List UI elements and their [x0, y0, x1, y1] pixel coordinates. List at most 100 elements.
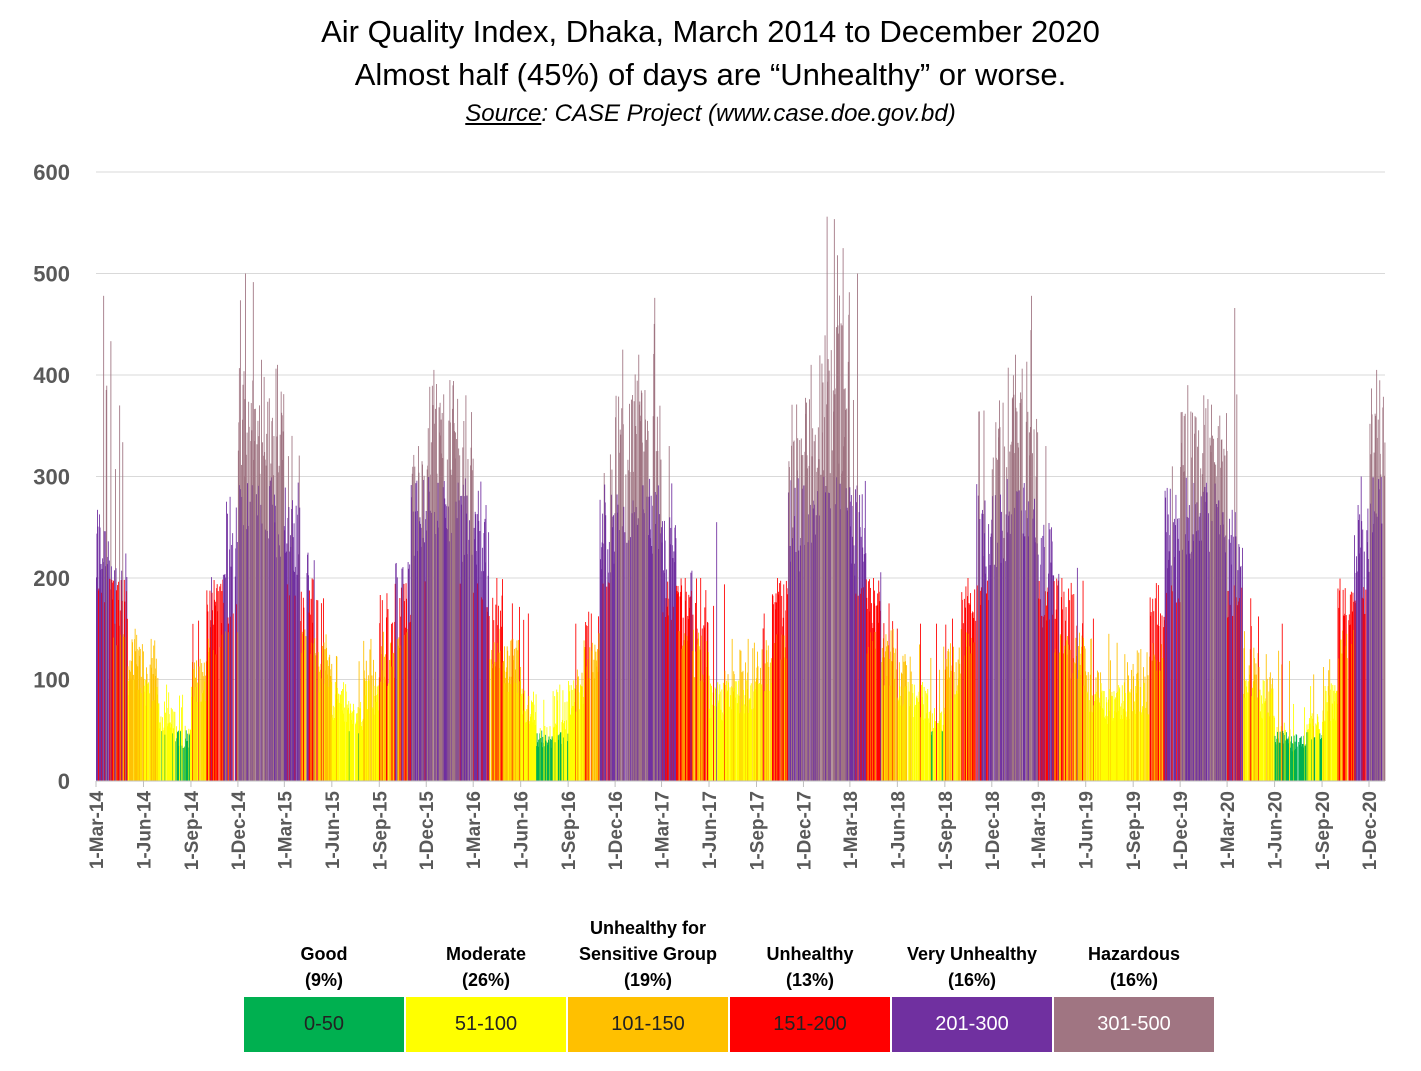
aqi-bar — [1116, 642, 1118, 781]
aqi-bar — [645, 419, 646, 781]
aqi-bar — [401, 568, 403, 781]
aqi-bar — [323, 642, 325, 781]
aqi-bar — [973, 617, 975, 781]
aqi-bar — [390, 643, 391, 781]
aqi-bar — [930, 657, 932, 781]
aqi-bar — [934, 708, 935, 781]
aqi-bar — [238, 422, 240, 781]
aqi-bar — [1334, 685, 1336, 781]
aqi-bar — [575, 623, 577, 781]
aqi-bar — [1246, 686, 1248, 781]
aqi-bar — [1216, 507, 1218, 781]
aqi-bar — [1154, 598, 1156, 781]
aqi-bar — [1329, 720, 1331, 781]
aqi-bar — [222, 574, 224, 781]
x-tick-label: 1-Mar-20 — [1218, 791, 1239, 869]
aqi-bar — [836, 255, 838, 781]
aqi-bar — [111, 579, 113, 781]
aqi-bar — [1346, 633, 1348, 781]
aqi-bar — [562, 737, 564, 781]
aqi-bar — [848, 292, 850, 781]
aqi-bar — [931, 734, 933, 781]
aqi-bar — [308, 575, 309, 781]
aqi-bar — [743, 690, 744, 781]
aqi-bar — [243, 525, 244, 781]
aqi-bar — [1361, 521, 1363, 781]
aqi-bar — [549, 726, 551, 781]
aqi-bar — [1374, 413, 1376, 781]
aqi-bar — [764, 691, 766, 781]
aqi-bar — [833, 411, 835, 781]
aqi-bar — [358, 661, 360, 781]
aqi-bar — [503, 670, 505, 781]
aqi-bar — [1353, 601, 1355, 781]
aqi-bar — [556, 689, 558, 781]
aqi-bar — [800, 538, 802, 781]
aqi-bar — [278, 534, 280, 781]
aqi-bar — [1018, 447, 1019, 781]
aqi-bar — [1077, 646, 1079, 781]
aqi-bar — [633, 471, 635, 781]
aqi-bar — [387, 685, 388, 781]
aqi-bar — [1120, 715, 1122, 781]
aqi-bar — [541, 730, 543, 781]
aqi-bar — [1361, 597, 1363, 781]
aqi-bar — [1073, 662, 1075, 781]
aqi-bar — [570, 714, 572, 781]
aqi-bar — [397, 645, 399, 781]
aqi-bar — [1256, 674, 1257, 781]
aqi-bar — [1026, 361, 1028, 781]
aqi-bar — [1041, 615, 1043, 781]
aqi-bar — [520, 696, 522, 781]
aqi-bar — [1078, 669, 1080, 781]
aqi-bar — [1366, 530, 1368, 781]
aqi-bar — [252, 282, 254, 781]
aqi-bar — [429, 386, 431, 781]
aqi-bar — [1319, 739, 1321, 781]
aqi-bar — [470, 465, 471, 781]
aqi-bar — [1258, 667, 1260, 781]
aqi-bar — [610, 572, 612, 781]
aqi-bar — [330, 676, 332, 781]
aqi-bar — [817, 427, 819, 781]
aqi-bar — [263, 376, 265, 781]
aqi-bar — [420, 523, 421, 781]
aqi-bar — [249, 501, 251, 781]
aqi-bar — [406, 632, 408, 781]
aqi-bar — [988, 524, 990, 781]
aqi-bar — [984, 500, 986, 781]
aqi-bar — [1327, 711, 1329, 781]
aqi-bar — [598, 616, 599, 781]
aqi-bar — [283, 394, 285, 781]
aqi-bar — [139, 655, 141, 781]
aqi-bar — [397, 638, 399, 781]
aqi-bar — [1350, 591, 1352, 781]
aqi-bar — [647, 420, 648, 781]
aqi-bar — [876, 605, 878, 781]
aqi-bar — [921, 684, 922, 781]
aqi-bar — [1335, 691, 1337, 781]
aqi-bar — [345, 691, 347, 781]
aqi-bar — [609, 583, 611, 781]
aqi-bar — [1314, 737, 1316, 781]
aqi-bar — [908, 691, 910, 781]
aqi-bar — [696, 578, 697, 781]
aqi-bar — [547, 745, 549, 781]
aqi-bar — [151, 658, 153, 781]
aqi-bar — [344, 707, 346, 781]
aqi-bar — [969, 646, 970, 781]
aqi-bar — [768, 666, 770, 781]
aqi-bar — [205, 701, 207, 781]
aqi-bar — [930, 731, 932, 781]
aqi-bar — [373, 685, 375, 781]
aqi-bar — [182, 694, 184, 781]
aqi-bar — [464, 496, 466, 781]
aqi-bar — [1306, 732, 1307, 781]
aqi-bar — [471, 554, 473, 781]
aqi-bar — [203, 676, 205, 781]
aqi-bar — [846, 507, 848, 781]
aqi-bar — [966, 632, 967, 781]
aqi-bar — [836, 477, 838, 781]
aqi-bar — [1086, 691, 1088, 781]
aqi-bar — [573, 680, 575, 781]
